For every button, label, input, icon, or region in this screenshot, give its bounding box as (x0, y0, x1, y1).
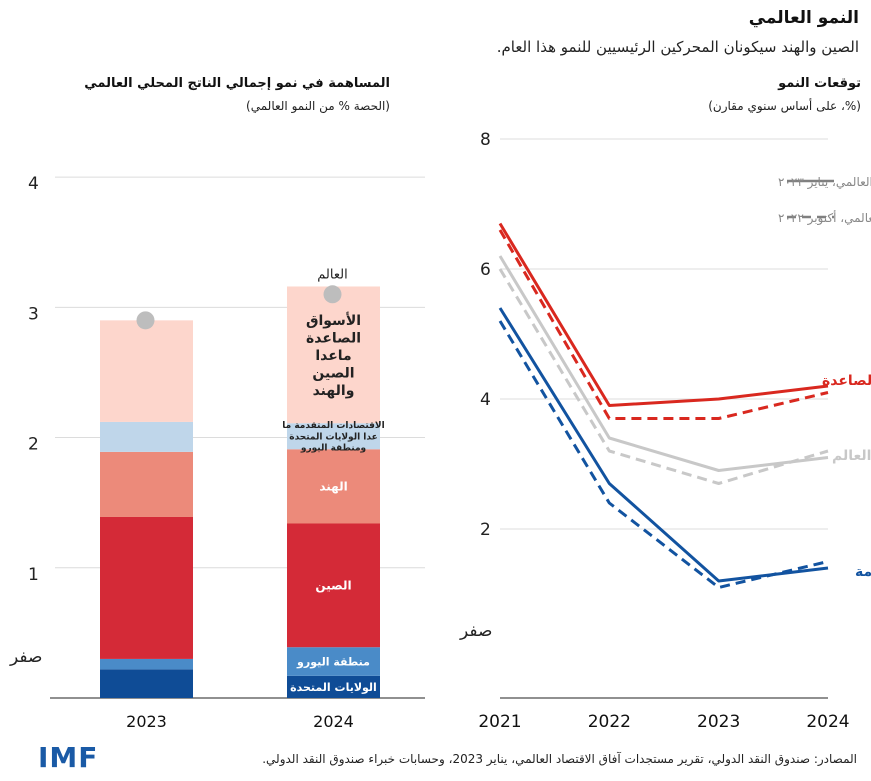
x-tick-label: 2023 (697, 712, 740, 732)
world-label: العالم (317, 267, 347, 282)
bar-segment-label: الأسواق الصاعدة ماعدا الصين والهند (306, 312, 361, 399)
series-line (498, 268, 829, 485)
line-chart: صفر 2 4 6 8 2021 2022 2023 2024 آفاق الاقتصاد الع… (459, 130, 871, 732)
series-label: الأسواق الصاعدة (822, 372, 871, 389)
bar-segment (100, 669, 193, 698)
line-chart-subtitle: (%، على أساس سنوي مقارن) (708, 99, 861, 113)
bar-segment (100, 451, 193, 517)
x-tick-label: 2024 (313, 712, 354, 731)
x-tick-label: 2024 (806, 712, 849, 732)
x-tick-label: 2021 (478, 712, 521, 732)
legend-label: آفاق الاقتصاد العالمي، يناير ٢٠٢٣ (778, 174, 871, 190)
series-line (498, 255, 829, 472)
bar-segment-label: الاقتصادات المتقدمة ما عدا الولايات المتح… (282, 421, 384, 454)
bar-segment-label: الولايات المتحدة (290, 681, 377, 694)
bar-chart-subtitle: (الحصة % من النمو العالمي) (246, 99, 390, 113)
bar-segment-label: الهند (319, 480, 347, 494)
bar-chart: صفر 1 2 3 4 2023 2024 الولايات المتحدة منطقة الي… (9, 174, 425, 731)
bar-segment (100, 658, 193, 670)
bar-segment (287, 675, 380, 698)
y-tick-label: 2 (480, 520, 491, 540)
bar-segment (100, 516, 193, 659)
bar-segment (100, 421, 193, 452)
bar-segment-label: منطقة اليورو (296, 655, 370, 668)
world-marker (323, 285, 342, 304)
y-tick-label: صفر (9, 647, 42, 667)
series-line (498, 307, 829, 583)
x-tick-label: 2023 (126, 712, 167, 731)
y-tick-label: 1 (28, 565, 39, 585)
y-tick-label: 4 (480, 390, 491, 410)
imf-logo: IMF (38, 741, 99, 774)
bar-chart-title: المساهمة في نمو إجمالي الناتج المحلي الع… (84, 76, 390, 91)
legend-label: آفاق الاقتصاد العالمي، أكتوبر ٢٠٢٢ (778, 210, 871, 226)
page-subtitle: الصين والهند سيكونان المحركين الرئيسيين … (496, 38, 859, 56)
page-title: النمو العالمي (748, 8, 859, 28)
bar-segment (287, 423, 380, 450)
source-note: المصادر: صندوق النقد الدولي، تقرير مستجد… (262, 752, 857, 766)
series-label: العالم (832, 448, 871, 464)
y-tick-label: 3 (28, 304, 39, 324)
series-line (498, 222, 829, 407)
bar-segment (287, 523, 380, 648)
y-tick-label: 2 (28, 435, 39, 455)
bar-segment-label: الصين (315, 579, 351, 593)
series-line (498, 229, 829, 420)
bar-segment (287, 647, 380, 676)
bar-segment (287, 286, 380, 424)
y-tick-label: 6 (480, 260, 491, 280)
y-tick-label: صفر (459, 621, 492, 641)
y-tick-label: 8 (480, 130, 491, 150)
bar-segment (287, 449, 380, 524)
x-tick-label: 2022 (588, 712, 631, 732)
world-marker (136, 311, 155, 330)
line-chart-title: توقعات النمو (778, 76, 861, 91)
y-tick-label: 4 (28, 174, 39, 194)
series-label: الاقتصادات المتقدمة (855, 564, 871, 580)
series-line (498, 320, 829, 589)
bar-segment (100, 320, 193, 422)
